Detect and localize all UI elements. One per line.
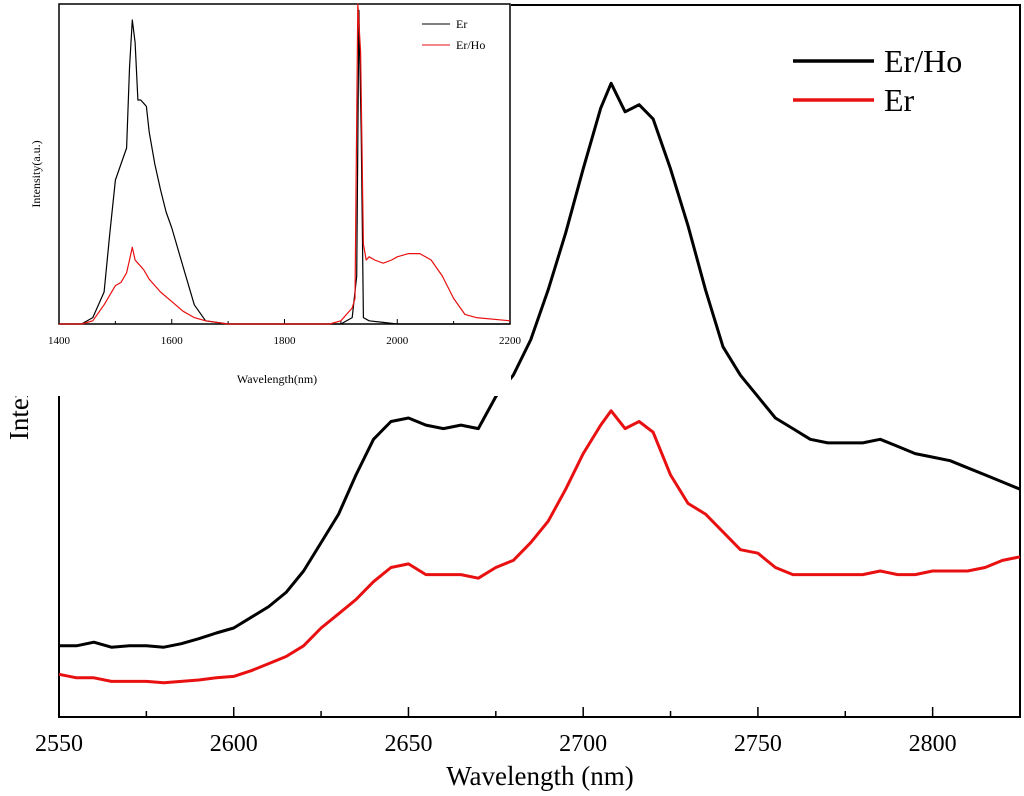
main-legend-label-er-ho: Er/Ho (884, 43, 962, 79)
inset-series-line-er (59, 9, 510, 325)
inset-x-ticks: 1400 1600 1800 2000 2200 (48, 319, 522, 347)
inset-x-tick-label: 1400 (48, 335, 71, 347)
main-series-line-er-ho (59, 81, 1021, 649)
main-x-tick-label: 2550 (35, 731, 83, 757)
main-x-tick-label: 2800 (909, 731, 957, 757)
main-x-ticks: 2550 2600 2650 2700 2750 2800 (35, 707, 957, 757)
inset-legend-label-er: Er (456, 17, 467, 31)
main-series-line-er (58, 409, 1021, 685)
inset-legend: Er Er/Ho (422, 17, 485, 52)
inset-series (59, 3, 511, 325)
main-series (58, 81, 1021, 685)
main-x-tick-label: 2750 (734, 731, 782, 757)
inset-y-axis-label: Intensity(a.u.) (29, 140, 43, 207)
inset-x-tick-label: 1600 (161, 335, 184, 347)
inset-x-tick-label: 2000 (386, 335, 409, 347)
inset-x-axis-label: Wavelength(nm) (237, 372, 317, 386)
inset-x-tick-label: 1800 (274, 335, 297, 347)
main-x-tick-label: 2700 (559, 731, 607, 757)
main-legend-label-er: Er (884, 82, 915, 118)
inset-chart: 1400 1600 1800 2000 2200 Wavelength(nm) Inte… (0, 0, 522, 396)
inset-legend-label-er-ho: Er/Ho (456, 38, 485, 52)
main-x-tick-label: 2600 (210, 731, 258, 757)
inset-x-tick-label: 2200 (499, 335, 522, 347)
main-x-tick-label: 2650 (384, 731, 432, 757)
inset-background (0, 0, 511, 396)
main-legend: Er/Ho Er (793, 43, 962, 118)
inset-series-line-er-ho (59, 3, 511, 325)
main-x-axis-label: Wavelength (nm) (446, 761, 634, 791)
